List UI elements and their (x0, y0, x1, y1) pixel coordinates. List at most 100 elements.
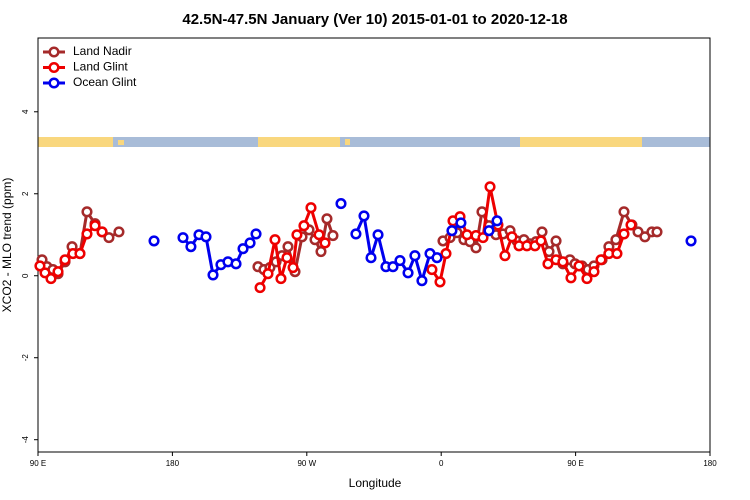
data-point (387, 261, 399, 273)
land-band (345, 139, 350, 145)
data-point (440, 248, 452, 260)
x-tick-label: 90 E (567, 459, 583, 468)
data-point (499, 250, 511, 262)
ocean-band (38, 137, 710, 147)
y-axis-label: XCO2 - MLO trend (ppm) (0, 178, 14, 313)
land-band (118, 140, 124, 145)
x-tick-label: 90 W (297, 459, 316, 468)
data-point (581, 273, 593, 285)
data-point (52, 266, 64, 278)
data-point (506, 231, 518, 243)
data-point (45, 273, 57, 285)
land-ocean-strip (38, 137, 710, 147)
x-tick-label: 90 E (30, 459, 46, 468)
data-point (358, 210, 370, 222)
data-point (262, 268, 274, 280)
data-point (185, 241, 197, 253)
data-point (416, 275, 428, 287)
data-point (269, 234, 281, 246)
legend-marker (48, 77, 60, 89)
data-point (230, 258, 242, 270)
data-point (313, 229, 325, 241)
data-point (461, 229, 473, 241)
data-point (573, 260, 585, 272)
data-point (477, 232, 489, 244)
data-point (81, 228, 93, 240)
data-point (250, 228, 262, 240)
data-point (281, 252, 293, 264)
data-point (394, 255, 406, 267)
data-point (275, 273, 287, 285)
x-tick-label: 180 (703, 459, 717, 468)
data-point (282, 241, 294, 253)
data-point (484, 181, 496, 193)
data-point (426, 264, 438, 276)
data-point (200, 231, 212, 243)
data-point (298, 220, 310, 232)
data-point (588, 266, 600, 278)
data-point (287, 261, 299, 274)
data-point (113, 226, 125, 238)
data-point (446, 225, 458, 237)
x-tick-label: 180 (166, 459, 180, 468)
data-point (651, 226, 663, 238)
data-point (74, 248, 86, 260)
data-point (639, 231, 651, 243)
data-point (610, 234, 622, 246)
data-point (365, 252, 377, 264)
legend-label: Land Nadir (73, 44, 132, 58)
data-point (305, 202, 317, 214)
plot-frame (37, 37, 711, 453)
x-tick-label: 0 (439, 459, 444, 468)
data-point (321, 213, 333, 225)
legend-marker (48, 46, 60, 58)
legend-label: Land Glint (73, 60, 128, 74)
data-point (177, 232, 189, 244)
data-point (402, 267, 414, 279)
data-point (685, 235, 697, 247)
y-tick-label: 2 (21, 191, 30, 196)
data-point (254, 282, 266, 294)
data-point (535, 235, 547, 247)
data-point (557, 256, 569, 268)
data-point (207, 269, 219, 281)
y-tick-label: 0 (21, 273, 30, 278)
y-tick-label: -4 (21, 436, 30, 444)
y-tick-label: -2 (21, 354, 30, 362)
data-point (319, 237, 331, 249)
land-band (258, 137, 340, 147)
chart-title: 42.5N-47.5N January (Ver 10) 2015-01-01 … (182, 11, 567, 28)
data-point (542, 258, 554, 270)
data-point (491, 215, 503, 227)
data-point (434, 276, 446, 288)
data-point (618, 206, 630, 218)
data-point (536, 226, 548, 238)
data-point (96, 226, 108, 238)
data-point (59, 254, 71, 266)
data-point (244, 237, 256, 249)
data-point (81, 206, 93, 218)
data-point (350, 228, 362, 240)
data-point (409, 250, 421, 262)
data-point (34, 260, 46, 272)
data-point (103, 232, 115, 244)
data-point (550, 235, 562, 247)
data-point (372, 229, 384, 241)
data-point (565, 272, 577, 284)
data-point (315, 246, 327, 258)
land-band (38, 137, 113, 147)
legend-marker (48, 61, 60, 74)
data-point (455, 217, 467, 229)
data-point (327, 230, 339, 242)
data-point (618, 228, 630, 240)
data-point (611, 248, 623, 260)
data-point (625, 219, 637, 231)
data-point (431, 252, 443, 264)
data-point (148, 235, 160, 247)
data-point (89, 220, 101, 232)
data-point (237, 243, 249, 255)
y-tick-label: 4 (21, 109, 30, 114)
data-point (470, 242, 482, 254)
